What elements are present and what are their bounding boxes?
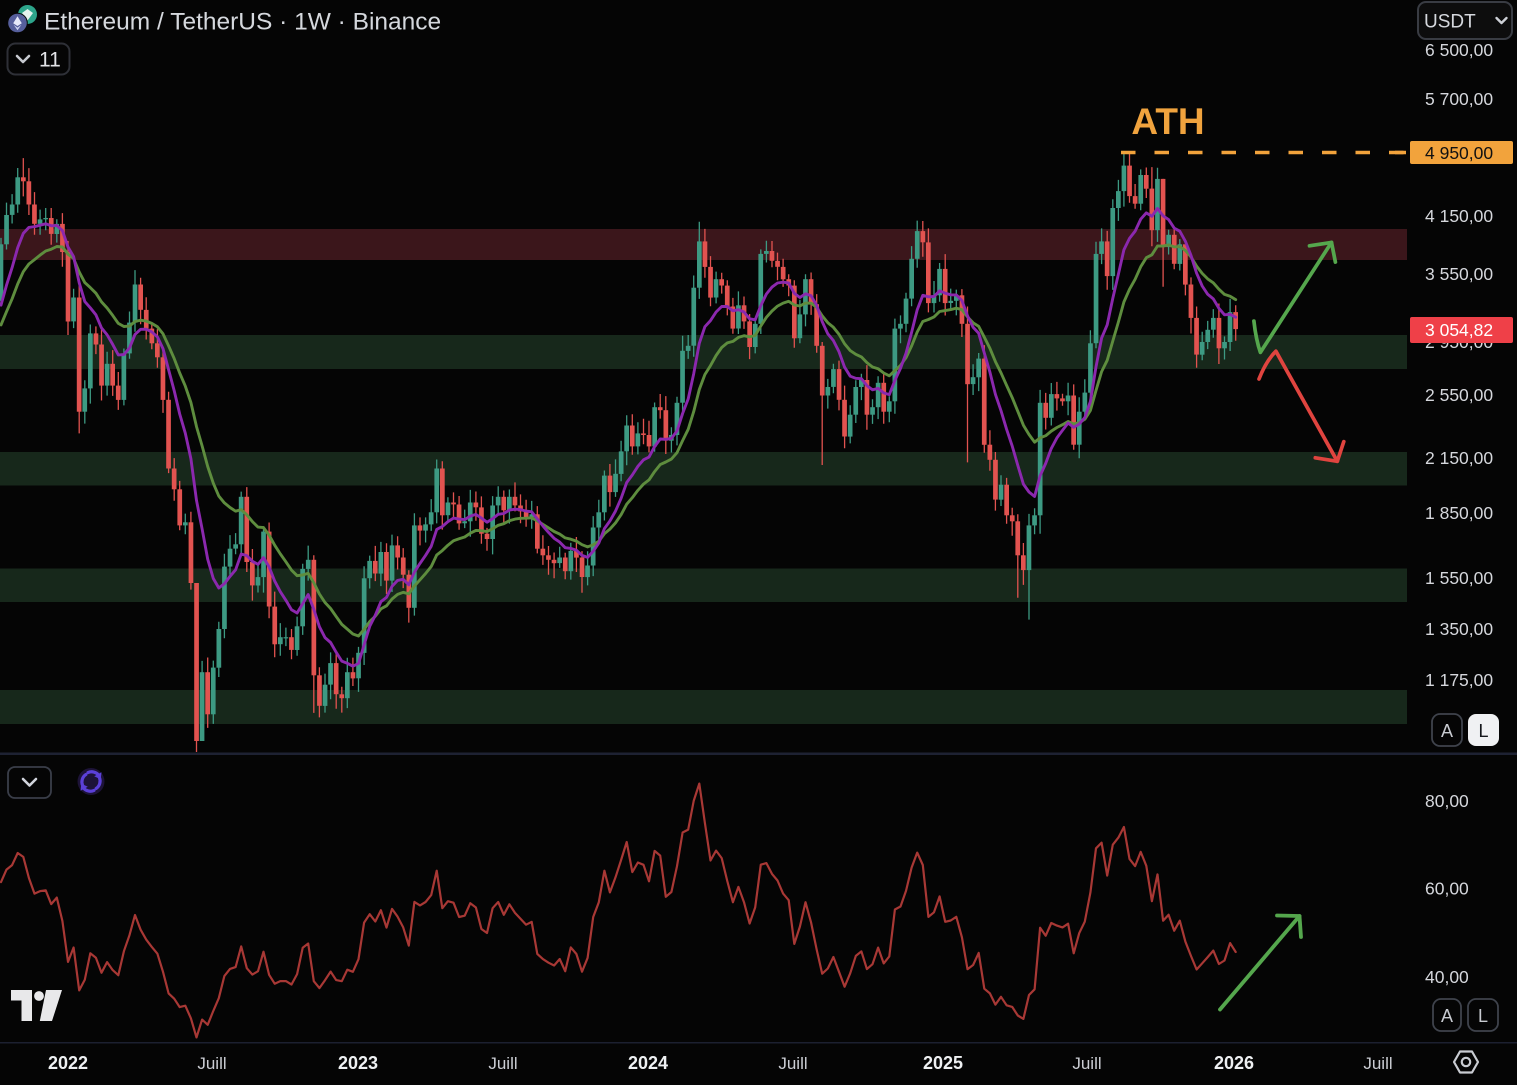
- svg-text:60,00: 60,00: [1425, 879, 1469, 899]
- svg-text:5 700,00: 5 700,00: [1425, 89, 1493, 109]
- svg-text:80,00: 80,00: [1425, 791, 1469, 811]
- svg-text:Juill: Juill: [1072, 1054, 1101, 1073]
- svg-text:A: A: [1441, 1006, 1453, 1026]
- svg-text:Juill: Juill: [197, 1054, 226, 1073]
- svg-text:11: 11: [39, 49, 61, 72]
- svg-text:1 550,00: 1 550,00: [1425, 568, 1493, 588]
- svg-text:4 950,00: 4 950,00: [1425, 143, 1493, 163]
- svg-text:Juill: Juill: [488, 1054, 517, 1073]
- svg-text:4 150,00: 4 150,00: [1425, 206, 1493, 226]
- svg-text:USDT: USDT: [1424, 12, 1476, 33]
- svg-text:40,00: 40,00: [1425, 967, 1469, 987]
- svg-text:A: A: [1441, 721, 1453, 741]
- svg-text:1 850,00: 1 850,00: [1425, 503, 1493, 523]
- svg-text:Juill: Juill: [1363, 1054, 1392, 1073]
- svg-text:3 054,82: 3 054,82: [1425, 320, 1493, 340]
- svg-text:6 500,00: 6 500,00: [1425, 40, 1493, 60]
- svg-text:ATH: ATH: [1131, 101, 1204, 142]
- svg-text:L: L: [1478, 721, 1488, 741]
- svg-text:3 550,00: 3 550,00: [1425, 264, 1493, 284]
- svg-text:Ethereum / TetherUS · 1W · Bin: Ethereum / TetherUS · 1W · Binance: [44, 9, 441, 36]
- svg-text:2025: 2025: [923, 1053, 963, 1073]
- svg-text:2 150,00: 2 150,00: [1425, 448, 1493, 468]
- svg-text:2026: 2026: [1214, 1053, 1254, 1073]
- svg-text:2024: 2024: [628, 1053, 668, 1073]
- svg-text:2022: 2022: [48, 1053, 88, 1073]
- svg-text:1 175,00: 1 175,00: [1425, 670, 1493, 690]
- svg-text:Juill: Juill: [778, 1054, 807, 1073]
- svg-text:L: L: [1478, 1006, 1488, 1026]
- svg-text:2023: 2023: [338, 1053, 378, 1073]
- svg-text:1 350,00: 1 350,00: [1425, 619, 1493, 639]
- svg-text:2 550,00: 2 550,00: [1425, 385, 1493, 405]
